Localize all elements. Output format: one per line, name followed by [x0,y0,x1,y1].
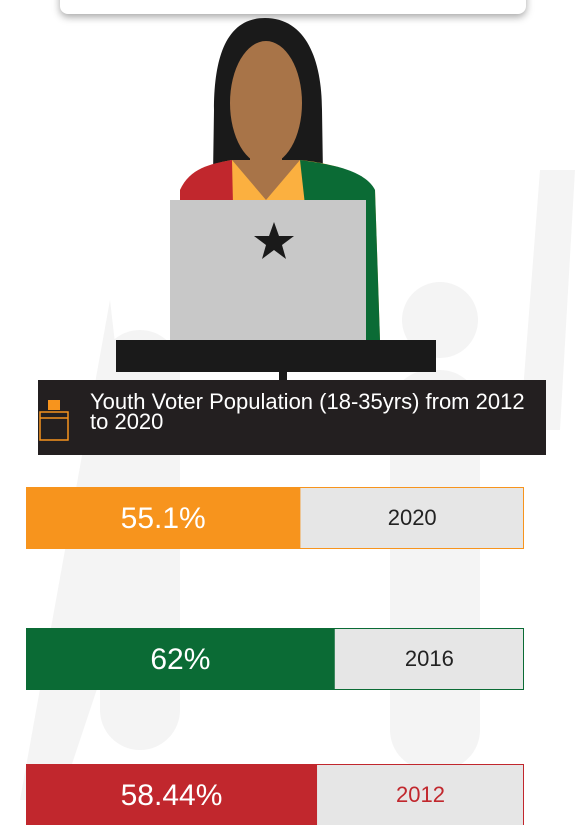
category-label: 2012 [396,782,445,807]
value-label: 62% [150,643,210,676]
voter-illustration [116,18,436,382]
top-card [60,0,526,14]
chart-title: Youth Voter Population (18-35yrs) from 2… [90,392,540,432]
page: {"chart_data": {"type": "bar", "title": … [0,0,586,825]
value-label: 55.1% [121,502,206,535]
value-label: 58.44% [121,779,223,812]
category-label: 2020 [388,505,437,530]
category-label: 2016 [405,646,454,671]
